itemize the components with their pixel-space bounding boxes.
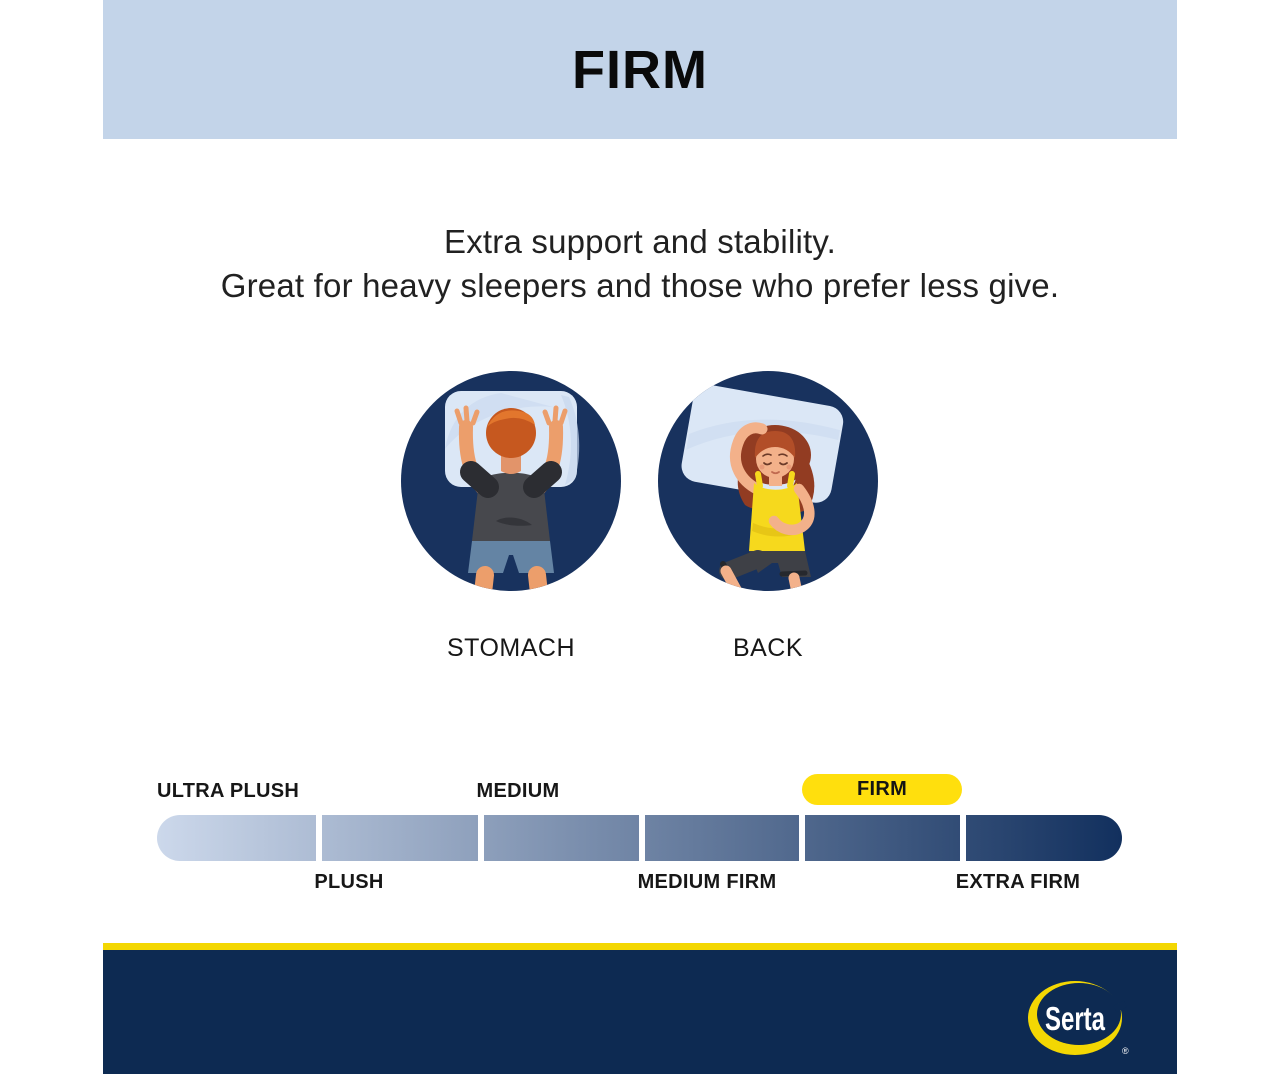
serta-swoosh-icon bbox=[1028, 981, 1128, 1055]
title-banner: FIRM bbox=[103, 0, 1177, 139]
scale-label-extra-firm: EXTRA FIRM bbox=[955, 871, 1081, 893]
serta-logo: Serta ® bbox=[1028, 981, 1129, 1056]
back-sleeper-illustration bbox=[658, 371, 878, 591]
scale-segment-divider bbox=[639, 815, 645, 861]
brand-footer: Serta ® bbox=[103, 943, 1177, 1074]
registered-trademark-symbol: ® bbox=[1122, 1046, 1129, 1056]
back-sleeper-svg bbox=[658, 371, 878, 591]
man-figure bbox=[454, 405, 568, 591]
scale-segment-divider bbox=[799, 815, 805, 861]
scale-label-plush: PLUSH bbox=[314, 871, 384, 893]
scale-label-ultra-plush: ULTRA PLUSH bbox=[157, 780, 300, 802]
scale-label-medium: MEDIUM bbox=[476, 780, 560, 802]
woman-figure bbox=[719, 422, 815, 591]
scale-segment-divider bbox=[316, 815, 322, 861]
scale-label-medium-firm: MEDIUM FIRM bbox=[637, 871, 777, 893]
stomach-sleeper-svg bbox=[401, 371, 621, 591]
description-text: Extra support and stability. Great for h… bbox=[103, 220, 1177, 308]
back-position-label: BACK bbox=[732, 634, 804, 662]
firmness-scale-bar bbox=[157, 815, 1122, 861]
page-title: FIRM bbox=[572, 39, 708, 100]
stomach-sleeper-illustration bbox=[401, 371, 621, 591]
description-line-1: Extra support and stability. bbox=[443, 223, 836, 260]
stomach-position-label: STOMACH bbox=[446, 634, 576, 662]
scale-segment-divider bbox=[478, 815, 484, 861]
selected-firmness-badge: FIRM bbox=[802, 774, 962, 805]
description-line-2: Great for heavy sleepers and those who p… bbox=[220, 267, 1060, 304]
scale-segment-divider bbox=[960, 815, 966, 861]
serta-wordmark: Serta bbox=[1045, 1000, 1105, 1037]
